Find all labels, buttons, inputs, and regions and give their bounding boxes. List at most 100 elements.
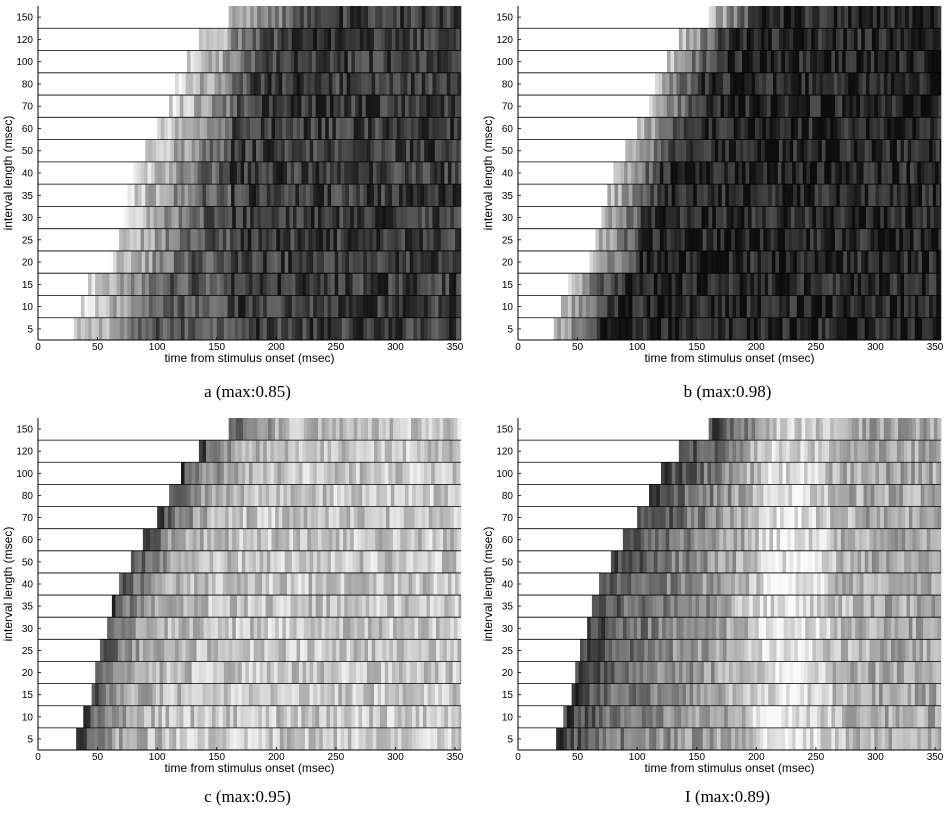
heatmap-cell [746,317,751,340]
heatmap-cell [774,95,779,118]
heatmap-cell [758,72,763,96]
heatmap-cell [732,683,737,706]
heatmap-cell [270,462,275,485]
heatmap-cell [865,72,870,96]
heatmap-cell [727,727,732,750]
y-tick-label: 120 [16,447,33,458]
heatmap-cell [136,595,141,618]
heatmap-cell [253,72,258,96]
heatmap-cell [787,117,792,140]
heatmap-cell [435,639,440,662]
heatmap-cell [248,273,253,296]
y-tick-label: 60 [22,535,34,546]
heatmap-cell [883,639,888,662]
heatmap-cell [188,683,193,706]
heatmap-cell [744,639,749,662]
heatmap-cell [907,28,912,51]
heatmap-cell [289,117,294,140]
heatmap-cell [726,639,731,662]
heatmap-cell [180,184,185,207]
heatmap-cell [438,139,443,162]
heatmap-cell [178,72,183,96]
heatmap-cell [799,95,804,118]
heatmap-cell [653,139,658,162]
heatmap-cell [655,72,659,96]
heatmap-cell [933,117,938,140]
heatmap-cell [684,161,689,185]
heatmap-cell [339,72,344,96]
heatmap-cell [863,228,868,251]
heatmap-cell [696,661,701,684]
heatmap-cell [301,484,306,507]
heatmap-cell [318,617,322,640]
heatmap-cell [222,727,227,750]
heatmap-cell [270,661,275,684]
heatmap-cell [201,705,206,728]
heatmap-cell [198,550,203,573]
heatmap-cell [818,184,823,207]
heatmap-cell [354,572,359,596]
heatmap-cell [854,317,858,340]
heatmap-cell [399,139,403,162]
heatmap-cell [385,6,390,29]
heatmap-cell [102,317,107,340]
heatmap-cell [204,161,209,185]
heatmap-cell [272,572,277,596]
heatmap-cell [333,484,338,507]
heatmap-cell [789,184,794,207]
heatmap-cell [818,273,823,296]
heatmap-cell [320,273,325,296]
heatmap-cell [855,206,860,229]
heatmap-cell [693,683,698,706]
heatmap-cell [167,639,172,662]
heatmap-cell [303,117,308,140]
heatmap-cell [399,184,403,207]
heatmap-cell [784,727,789,750]
heatmap-cell [659,595,664,618]
heatmap-cell [900,661,905,684]
heatmap-cell [297,228,302,251]
heatmap-cell [266,28,271,51]
heatmap-cell [83,727,88,750]
heatmap-cell [277,184,282,207]
heatmap-cell [189,506,194,529]
heatmap-cell [674,50,678,73]
heatmap-cell [216,317,221,340]
heatmap-cell [450,506,455,529]
heatmap-cell [768,250,773,274]
heatmap-cell [348,661,353,684]
heatmap-cell [298,317,303,340]
heatmap-cell [359,184,364,207]
heatmap-cell [273,139,278,162]
heatmap-cell [459,440,462,463]
heatmap-cell [384,317,389,340]
heatmap-cell [839,661,844,684]
heatmap-cell [326,572,331,596]
heatmap-cell [123,683,128,706]
heatmap-cell [310,6,315,29]
heatmap-cell [430,727,434,750]
heatmap-cell [369,572,374,596]
heatmap-cell [885,95,889,118]
heatmap-cell [281,317,285,340]
heatmap-cell [164,117,169,140]
heatmap-cell [886,139,891,162]
heatmap-cell [894,72,899,96]
heatmap-cell [84,295,89,318]
heatmap-cell [379,705,384,728]
heatmap-cell [801,639,806,662]
heatmap-cell [644,639,649,662]
heatmap-cell [837,72,842,96]
heatmap-cell [740,617,745,640]
heatmap-cell [416,273,421,296]
heatmap-cell [315,705,320,728]
heatmap-cell [172,228,177,251]
heatmap-cell [896,317,901,340]
heatmap-cell [736,28,740,51]
heatmap-cell [319,95,324,118]
heatmap-cell [718,184,723,207]
heatmap-cell [603,317,608,340]
heatmap-cell [450,639,455,662]
heatmap-cell [368,117,372,140]
heatmap-cell [856,595,861,618]
